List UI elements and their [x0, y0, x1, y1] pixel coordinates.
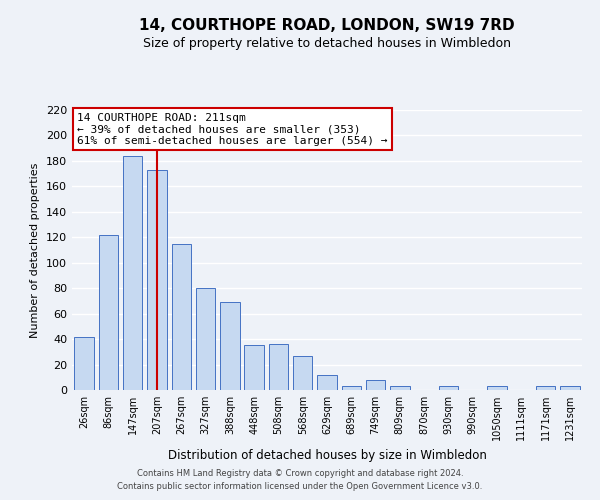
- X-axis label: Distribution of detached houses by size in Wimbledon: Distribution of detached houses by size …: [167, 448, 487, 462]
- Bar: [196, 288, 215, 390]
- Text: Contains HM Land Registry data © Crown copyright and database right 2024.: Contains HM Land Registry data © Crown c…: [137, 468, 463, 477]
- Bar: [147, 170, 167, 390]
- Text: Contains public sector information licensed under the Open Government Licence v3: Contains public sector information licen…: [118, 482, 482, 491]
- Bar: [536, 386, 555, 390]
- Bar: [244, 346, 264, 390]
- Text: 14, COURTHOPE ROAD, LONDON, SW19 7RD: 14, COURTHOPE ROAD, LONDON, SW19 7RD: [139, 18, 515, 32]
- Bar: [317, 374, 337, 390]
- Text: Size of property relative to detached houses in Wimbledon: Size of property relative to detached ho…: [143, 38, 511, 51]
- Bar: [487, 386, 507, 390]
- Text: 14 COURTHOPE ROAD: 211sqm
← 39% of detached houses are smaller (353)
61% of semi: 14 COURTHOPE ROAD: 211sqm ← 39% of detac…: [77, 113, 388, 146]
- Bar: [74, 336, 94, 390]
- Bar: [99, 234, 118, 390]
- Bar: [269, 344, 288, 390]
- Bar: [366, 380, 385, 390]
- Bar: [172, 244, 191, 390]
- Bar: [293, 356, 313, 390]
- Bar: [390, 386, 410, 390]
- Y-axis label: Number of detached properties: Number of detached properties: [31, 162, 40, 338]
- Bar: [220, 302, 239, 390]
- Bar: [123, 156, 142, 390]
- Bar: [439, 386, 458, 390]
- Bar: [341, 386, 361, 390]
- Bar: [560, 386, 580, 390]
